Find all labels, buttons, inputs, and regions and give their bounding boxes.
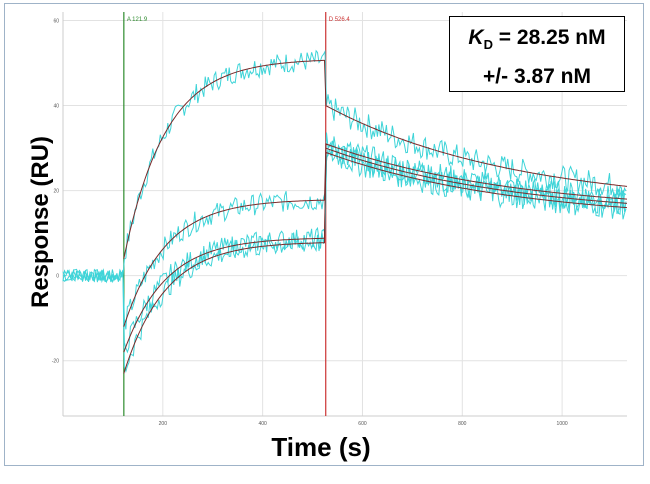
x-tick-label: 800 <box>458 421 467 427</box>
y-tick-label: 20 <box>53 189 59 195</box>
kd-symbol: K <box>468 26 484 49</box>
kd-subscript: D <box>483 37 493 53</box>
kd-line: KD = 28.25 nM <box>450 22 624 61</box>
y-tick-label: 40 <box>53 104 59 110</box>
x-tick-label: 200 <box>159 421 168 427</box>
event-marker-label: A 121.9 <box>127 17 148 23</box>
y-axis-label: Response (RU) <box>27 135 54 309</box>
chart-frame: 200 400 600 800 1000 -20 0 20 40 60 A 121.9 D 526.4… <box>4 3 644 466</box>
kd-error: +/- 3.87 nM <box>483 65 591 89</box>
fit-curve-3 <box>123 147 628 353</box>
kd-annotation-box: KD = 28.25 nM +/- 3.87 nM <box>449 16 625 92</box>
x-tick-label: 400 <box>258 421 267 427</box>
fit-curve-4 <box>123 151 628 374</box>
event-marker-label: D 526.4 <box>329 17 351 23</box>
y-tick-label: -20 <box>52 359 59 365</box>
y-tick-label: 60 <box>53 19 59 25</box>
fit-curve-2 <box>123 143 628 327</box>
fit-curve-1 <box>123 59 628 259</box>
x-axis-label: Time (s) <box>271 432 371 462</box>
x-tick-label: 1000 <box>557 421 568 427</box>
x-tick-label: 600 <box>358 421 367 427</box>
plot-area: 200 400 600 800 1000 -20 0 20 40 60 A 121.9 D 526.4 <box>52 12 628 427</box>
y-tick-label: 0 <box>56 274 59 280</box>
data-trace-4 <box>62 143 627 373</box>
kd-value: = 28.25 nM <box>498 26 606 49</box>
